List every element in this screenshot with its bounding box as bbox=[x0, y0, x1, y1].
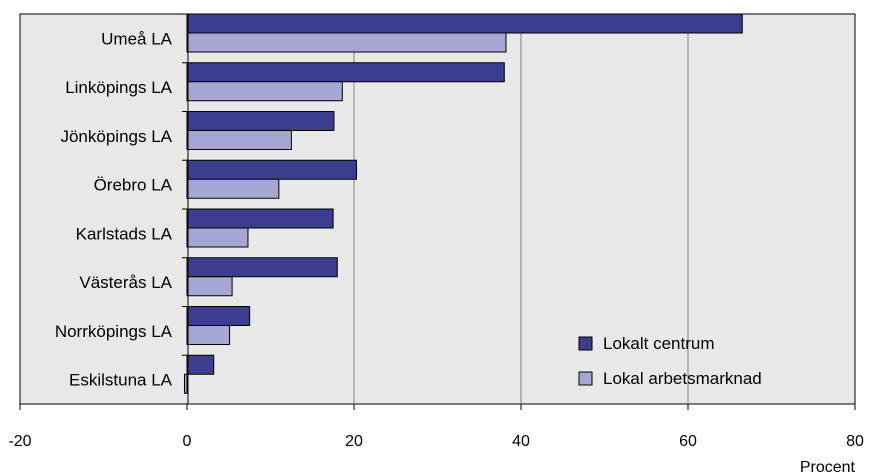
category-labels: Umeå LA Linköpings LA Jönköpings LA Örebro … bbox=[55, 13, 188, 390]
category-label: Jönköpings LA bbox=[60, 127, 172, 146]
legend: Lokalt centrum Lokal arbetsmarknad bbox=[578, 334, 762, 388]
bar-lokalt-centrum-vasteras-la bbox=[186, 257, 338, 278]
bar-lokal-arbetsmarknad-eskilstuna-la bbox=[183, 373, 188, 394]
bar-lokal-arbetsmarknad-umea-la bbox=[186, 32, 507, 53]
bar-lokalt-centrum-norrkopings-la bbox=[186, 306, 251, 326]
bar-lokalt-centrum-jonkopings-la bbox=[186, 111, 335, 131]
x-tick-label: 0 bbox=[183, 433, 192, 450]
bar-lokal-arbetsmarknad-norrkopings-la bbox=[186, 325, 231, 345]
x-axis-ticks: -20 0 20 40 60 80 bbox=[8, 404, 864, 450]
legend-swatch-lokalt-centrum bbox=[578, 336, 593, 351]
category-label: Karlstads LA bbox=[76, 224, 173, 243]
x-tick-label: -20 bbox=[8, 433, 31, 450]
bar-lokalt-centrum-karlstads-la bbox=[186, 208, 334, 229]
bar-lokal-arbetsmarknad-karlstads-la bbox=[186, 227, 249, 248]
category-label: Linköpings LA bbox=[65, 78, 172, 97]
x-tick-label: 40 bbox=[512, 433, 530, 450]
bar-lokalt-centrum-eskilstuna-la bbox=[186, 354, 215, 375]
category-label: Norrköpings LA bbox=[55, 322, 173, 341]
category-label: Örebro LA bbox=[94, 176, 173, 195]
legend-swatch-lokal-arbetsmarknad bbox=[578, 371, 593, 386]
x-tick-label: 80 bbox=[846, 433, 864, 450]
legend-label-lokal-arbetsmarknad: Lokal arbetsmarknad bbox=[603, 369, 762, 388]
category-label: Umeå LA bbox=[101, 29, 173, 48]
bar-lokal-arbetsmarknad-linkopings-la bbox=[186, 81, 343, 102]
legend-label-lokalt-centrum: Lokalt centrum bbox=[603, 334, 715, 353]
bar-lokal-arbetsmarknad-jonkopings-la bbox=[186, 130, 292, 150]
x-tick-label: 60 bbox=[679, 433, 697, 450]
bar-lokal-arbetsmarknad-vasteras-la bbox=[186, 276, 233, 297]
x-tick-label: 20 bbox=[345, 433, 363, 450]
bar-lokalt-centrum-umea-la bbox=[186, 13, 743, 34]
bar-lokalt-centrum-linkopings-la bbox=[186, 62, 505, 83]
bar-lokal-arbetsmarknad-orebro-la bbox=[186, 178, 280, 199]
category-label: Västerås LA bbox=[79, 273, 172, 292]
bars bbox=[183, 13, 743, 394]
category-label: Eskilstuna LA bbox=[69, 371, 173, 390]
bar-lokalt-centrum-orebro-la bbox=[186, 159, 358, 180]
x-axis-label: Procent bbox=[800, 459, 856, 476]
